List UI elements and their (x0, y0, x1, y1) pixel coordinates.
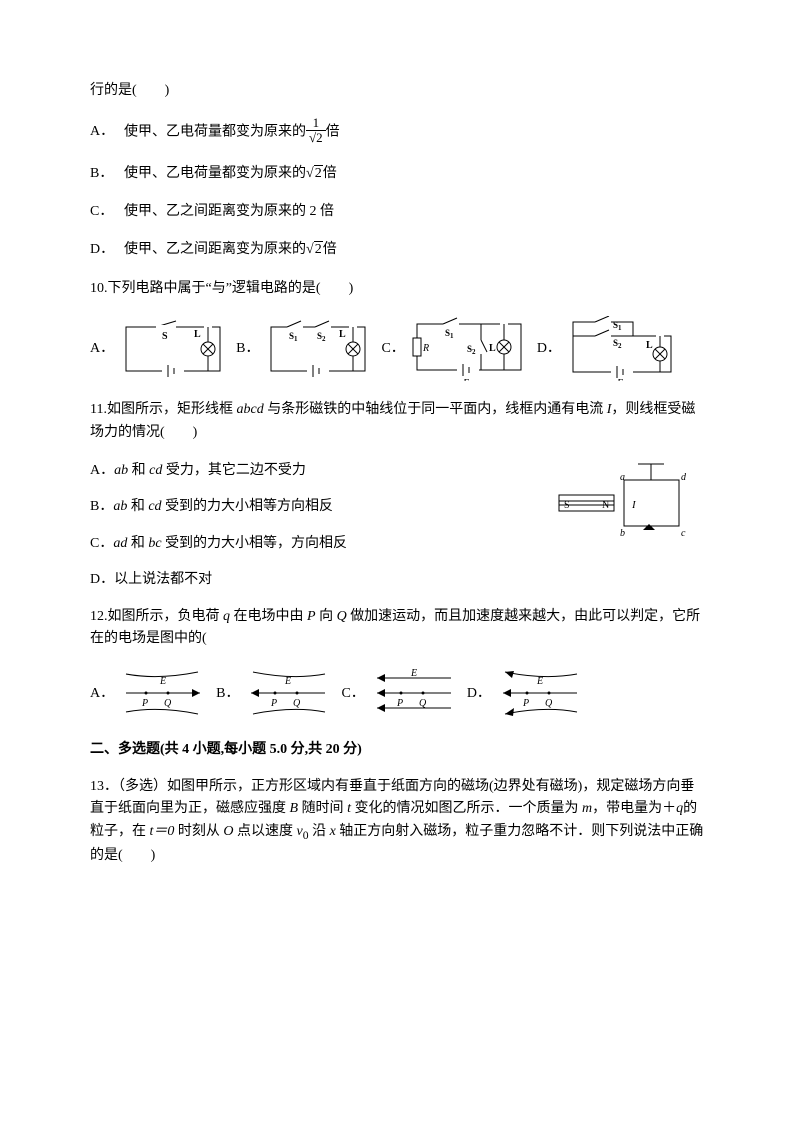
svg-text:R: R (422, 343, 429, 354)
circuit-c-icon: S1 S2 R L E (409, 316, 529, 381)
svg-text:P: P (522, 698, 529, 709)
circuit-a-icon: S L E (118, 319, 228, 379)
svg-text:S: S (162, 331, 168, 342)
q10-stem: 10.下列电路中属于“与”逻辑电路的是( ) (90, 278, 704, 300)
svg-text:E: E (410, 668, 417, 679)
svg-text:I: I (631, 499, 637, 511)
svg-text:c: c (681, 528, 686, 539)
q10-option-d[interactable]: D． S1 S2 L E (537, 316, 680, 381)
svg-text:S2: S2 (467, 344, 476, 356)
svg-text:S: S (564, 500, 570, 511)
q9-option-d[interactable]: D． 使甲、乙之间距离变为原来的√2倍 (90, 239, 704, 261)
svg-text:Q: Q (293, 698, 301, 709)
svg-text:E: E (536, 676, 543, 687)
svg-text:P: P (270, 698, 277, 709)
svg-text:P: P (396, 698, 403, 709)
svg-text:N: N (602, 500, 609, 511)
q10-option-a[interactable]: A． S L E (90, 319, 228, 379)
q9-option-a[interactable]: A． 使甲、乙电荷量都变为原来的1√2倍 (90, 118, 704, 146)
field-c-icon: E P Q (369, 666, 459, 721)
option-text: 使甲、乙之间距离变为原来的 2 倍 (124, 201, 334, 223)
option-text: 使甲、乙之间距离变为原来的√2倍 (124, 239, 337, 261)
option-text: 使甲、乙电荷量都变为原来的√2倍 (124, 163, 337, 185)
q9-option-b[interactable]: B． 使甲、乙电荷量都变为原来的√2倍 (90, 163, 704, 185)
q10-option-b[interactable]: B． S1 S2 L E (236, 319, 373, 379)
svg-text:E: E (284, 676, 291, 687)
svg-text:L: L (339, 329, 346, 340)
q10-options: A． S L E B． S1 S2 L (90, 316, 704, 381)
q12-option-a[interactable]: A． E P Q (90, 666, 208, 721)
option-label: C． (90, 201, 118, 223)
q12-stem: 12.如图所示，负电荷 q 在电场中由 P 向 Q 做加速运动，而且加速度越来越… (90, 606, 704, 651)
svg-text:E: E (616, 378, 623, 381)
q9-option-c[interactable]: C． 使甲、乙之间距离变为原来的 2 倍 (90, 201, 704, 223)
q12-option-d[interactable]: D． E P Q (467, 666, 585, 721)
q12-option-b[interactable]: B． E P Q (216, 666, 333, 721)
q10-option-c[interactable]: C． S1 S2 R L E (381, 316, 528, 381)
q11-option-a[interactable]: A．ab 和 cd 受力，其它二边不受力 (90, 460, 524, 482)
svg-text:d: d (681, 472, 687, 483)
option-label: A． (90, 121, 118, 143)
svg-text:S2: S2 (613, 338, 622, 350)
circuit-d-icon: S1 S2 L E (565, 316, 680, 381)
svg-text:E: E (159, 676, 166, 687)
svg-text:L: L (489, 343, 496, 354)
field-a-icon: E P Q (118, 666, 208, 721)
option-label: B． (90, 163, 118, 185)
svg-text:a: a (620, 472, 625, 483)
q11-option-c[interactable]: C．ad 和 bc 受到的力大小相等，方向相反 (90, 533, 524, 555)
option-label: D． (90, 239, 118, 261)
q9-stem-tail: 行的是( ) (90, 80, 704, 102)
svg-text:S1: S1 (289, 331, 298, 343)
q13-stem: 13．（多选）如图甲所示，正方形区域内有垂直于纸面方向的磁场(边界处有磁场)，规… (90, 776, 704, 868)
svg-text:S1: S1 (445, 328, 454, 340)
q12-option-c[interactable]: C． E P Q (341, 666, 458, 721)
svg-text:L: L (646, 340, 653, 351)
svg-text:P: P (141, 698, 148, 709)
section-2-heading: 二、多选题(共 4 小题,每小题 5.0 分,共 20 分) (90, 739, 704, 761)
q11-option-d[interactable]: D．以上说法都不对 (90, 569, 524, 591)
svg-text:Q: Q (545, 698, 553, 709)
q11-stem: 11.如图所示，矩形线框 abcd 与条形磁铁的中轴线位于同一平面内，线框内通有… (90, 399, 704, 444)
q11-figure-icon: S N a d b c I (554, 460, 704, 550)
svg-text:E: E (462, 378, 469, 381)
field-b-icon: E P Q (243, 666, 333, 721)
svg-text:b: b (620, 528, 625, 539)
q11-option-b[interactable]: B．ab 和 cd 受到的力大小相等方向相反 (90, 496, 524, 518)
svg-text:L: L (194, 329, 201, 340)
svg-text:Q: Q (164, 698, 172, 709)
svg-text:Q: Q (419, 698, 427, 709)
q12-options: A． E P Q B． E P Q C． (90, 666, 704, 721)
circuit-b-icon: S1 S2 L E (263, 319, 373, 379)
svg-text:S2: S2 (317, 331, 326, 343)
field-d-icon: E P Q (495, 666, 585, 721)
option-text: 使甲、乙电荷量都变为原来的1√2倍 (124, 118, 340, 146)
